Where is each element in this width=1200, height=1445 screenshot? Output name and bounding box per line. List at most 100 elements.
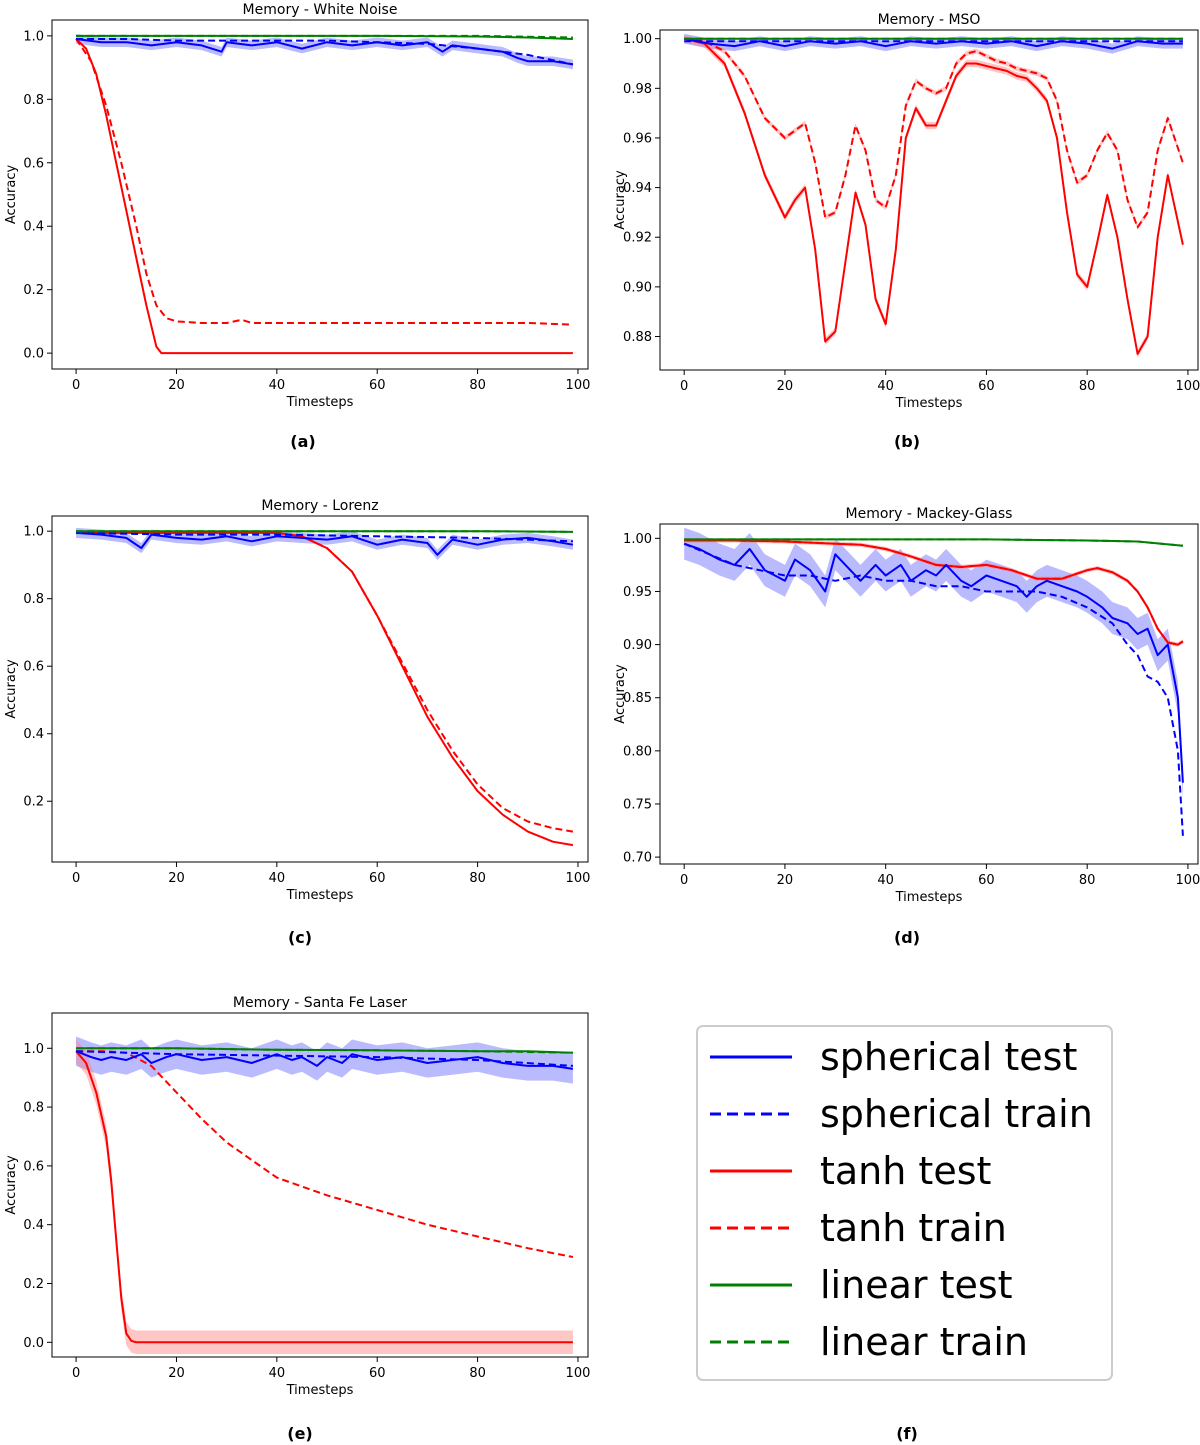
chart-white-noise: 0 20 40 60 80 100 0.0 0.2 0.4 0.6 0.8 1.0 Memory - W… (4, 2, 590, 410)
x-axis-label: Timesteps (895, 890, 963, 905)
x-axis-label: Timesteps (286, 395, 354, 410)
x-tick-label: 60 (978, 873, 995, 888)
plot-area-santa-fe-laser (75, 1036, 574, 1355)
chart-santa-fe-laser: 0 20 40 60 80 100 0.0 0.2 0.4 0.6 0.8 1.0 Memory - S… (4, 995, 590, 1398)
plot-area-lorenz (76, 527, 574, 847)
series-tanh-train (75, 38, 573, 326)
plot-area-white-noise (75, 34, 574, 355)
x-tick-label: 100 (566, 1366, 591, 1381)
x-tick-label: 80 (469, 1366, 486, 1381)
y-axis-label: Accuracy (613, 170, 628, 230)
y-tick-label: 0.4 (23, 727, 44, 742)
y-tick-label: 1.0 (23, 525, 44, 540)
y-axis-label: Accuracy (4, 659, 19, 719)
y-axis-label: Accuracy (4, 1155, 19, 1215)
series-spherical-test (75, 1050, 574, 1070)
x-tick-label: 80 (469, 378, 486, 393)
x-axis-label: Timesteps (286, 1383, 354, 1398)
x-tick-label: 40 (269, 871, 286, 886)
series-spherical-train (76, 531, 573, 543)
y-tick-label: 0.85 (623, 691, 652, 706)
y-tick-label: 0.8 (23, 1101, 44, 1116)
y-tick-label: 0.2 (23, 283, 44, 298)
legend-label-tanh-train: tanh train (820, 1206, 1007, 1250)
chart-title: Memory - Lorenz (261, 498, 378, 514)
x-tick-label: 0 (680, 873, 688, 888)
legend-label-linear-train: linear train (820, 1320, 1028, 1364)
panel-label-d: (d) (894, 928, 920, 947)
axes-frame (659, 29, 1199, 371)
y-tick-label: 0.80 (623, 744, 652, 759)
series-tanh-train (684, 37, 1184, 229)
band-spherical-test (76, 34, 573, 70)
x-tick-label: 100 (1176, 873, 1200, 888)
series-linear-test (76, 530, 573, 533)
series-tanh-test (684, 539, 1184, 646)
x-tick-label: 60 (369, 378, 386, 393)
y-tick-label: 0.6 (23, 1159, 44, 1174)
series-spherical-test (683, 542, 1184, 783)
series-tanh-test (683, 37, 1184, 355)
x-tick-label: 100 (1176, 379, 1200, 394)
panel-label-c: (c) (288, 928, 312, 947)
chart-title: Memory - MSO (878, 12, 981, 28)
x-tick-label: 0 (680, 379, 688, 394)
x-tick-label: 100 (566, 378, 591, 393)
y-tick-label: 0.90 (623, 280, 652, 295)
x-tick-label: 40 (269, 378, 286, 393)
x-tick-label: 0 (72, 378, 80, 393)
series-linear-test (684, 538, 1183, 547)
y-tick-label: 1.00 (623, 32, 652, 47)
plot-area-mso (683, 33, 1184, 358)
band-tanh-test (76, 1039, 573, 1355)
chart-mackey-glass: 0 20 40 60 80 100 0.70 0.75 0.80 0.85 0.90 0.95 1.00… (613, 506, 1200, 905)
y-tick-label: 0.94 (623, 181, 652, 196)
y-tick-label: 0.4 (23, 1218, 44, 1233)
x-tick-label: 80 (469, 871, 486, 886)
series-spherical-train (683, 542, 1184, 836)
axes-frame (51, 515, 589, 863)
y-tick-label: 0.0 (23, 1336, 44, 1351)
x-axis-label: Timesteps (895, 396, 963, 411)
x-tick-label: 20 (777, 873, 794, 888)
x-tick-label: 20 (168, 871, 185, 886)
legend-frame (696, 1025, 1113, 1381)
y-tick-label: 0.75 (623, 797, 652, 812)
y-tick-label: 0.0 (23, 347, 44, 362)
legend-label-linear-test: linear test (820, 1263, 1013, 1307)
legend-label-spherical-train: spherical train (820, 1092, 1093, 1136)
x-tick-label: 20 (777, 379, 794, 394)
x-tick-label: 0 (72, 1366, 80, 1381)
series-spherical-test (684, 37, 1183, 50)
chart-title: Memory - White Noise (243, 2, 398, 18)
x-tick-label: 40 (877, 873, 894, 888)
axes-frame (51, 1012, 589, 1358)
y-tick-label: 0.95 (623, 585, 652, 600)
x-tick-label: 80 (1079, 379, 1096, 394)
y-axis-label: Accuracy (613, 664, 628, 724)
x-tick-label: 40 (877, 379, 894, 394)
y-tick-label: 1.00 (623, 532, 652, 547)
band-spherical-test (76, 527, 573, 560)
series-spherical-test (75, 38, 574, 66)
series-tanh-test (75, 1050, 573, 1344)
panel-label-a: (a) (290, 432, 315, 451)
legend-label-spherical-test: spherical test (820, 1035, 1077, 1079)
x-tick-label: 60 (369, 871, 386, 886)
y-tick-label: 0.4 (23, 220, 44, 235)
y-axis-label: Accuracy (4, 165, 19, 225)
x-tick-label: 20 (168, 1366, 185, 1381)
y-tick-label: 0.6 (23, 660, 44, 675)
y-tick-label: 0.90 (623, 638, 652, 653)
x-tick-label: 60 (978, 379, 995, 394)
series-tanh-train (76, 1050, 574, 1258)
y-tick-label: 1.0 (23, 29, 44, 44)
plot-area-mackey-glass (683, 527, 1184, 836)
y-tick-label: 0.96 (623, 131, 652, 146)
series-tanh-train (76, 531, 574, 833)
y-tick-label: 0.88 (623, 330, 652, 345)
y-tick-label: 0.2 (23, 1277, 44, 1292)
panel-label-e: (e) (287, 1424, 312, 1443)
band-spherical-test (684, 527, 1183, 799)
